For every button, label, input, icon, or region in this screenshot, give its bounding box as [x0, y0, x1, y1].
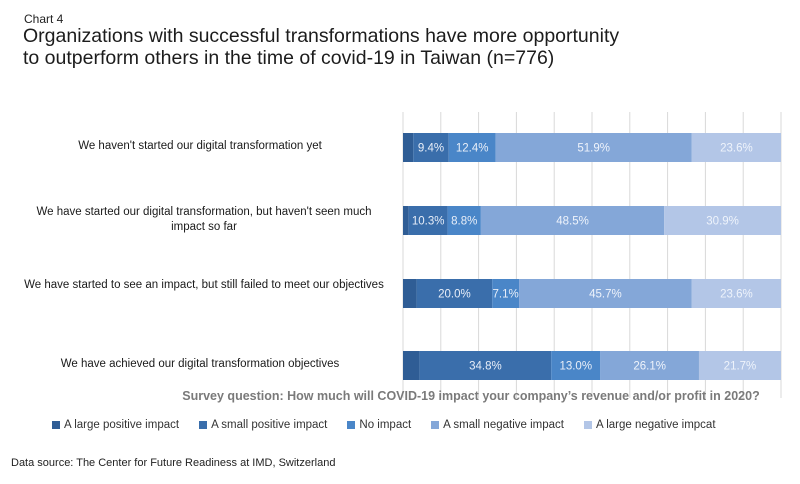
- data-label: 30.9%: [706, 216, 739, 228]
- chart-title-line-1: Organizations with successful transforma…: [23, 25, 620, 47]
- legend-item: A large negative impcat: [583, 419, 716, 431]
- bar-segment: [416, 279, 493, 308]
- bar-segment: [698, 351, 781, 380]
- data-label: 8.8%: [451, 216, 477, 228]
- category-label: We have achieved our digital transformat…: [60, 358, 340, 370]
- legend-label: A large positive impact: [64, 419, 180, 431]
- bar-segment: [403, 206, 409, 235]
- legend: A large positive impact A small positive …: [52, 419, 736, 431]
- data-label: 10.3%: [412, 216, 445, 228]
- data-label: 20.0%: [438, 289, 471, 301]
- bar-segment: [448, 133, 496, 162]
- data-label: 13.0%: [559, 361, 592, 373]
- category-label: We haven't started our digital transform…: [78, 140, 322, 152]
- bar-segment: [600, 351, 699, 380]
- data-label: 45.7%: [589, 289, 622, 301]
- bar-segment: [480, 206, 665, 235]
- legend-swatch: [52, 421, 60, 429]
- chart-title-line-2: to outperform others in the time of covi…: [23, 47, 555, 69]
- legend-label: A large negative impcat: [595, 419, 716, 431]
- bar-segment: [492, 279, 520, 308]
- bar-segment: [419, 351, 552, 380]
- data-label: 21.7%: [724, 361, 757, 373]
- data-source: Data source: The Center for Future Readi…: [11, 457, 336, 469]
- data-label: 34.8%: [469, 361, 502, 373]
- data-label: 23.6%: [720, 289, 753, 301]
- data-label: 48.5%: [556, 216, 589, 228]
- legend-label: A small positive impact: [211, 419, 328, 431]
- bar-segment: [664, 206, 781, 235]
- data-label: 12.4%: [456, 143, 489, 155]
- legend-label: A small negative impact: [443, 419, 564, 431]
- category-label: We have started to see an impact, but st…: [24, 278, 384, 291]
- legend-swatch: [347, 421, 356, 429]
- bar-segment: [551, 351, 601, 380]
- data-label: 9.4%: [418, 143, 444, 155]
- bar-segment: [408, 206, 448, 235]
- data-label: 26.1%: [633, 361, 666, 373]
- bar-segment: [403, 351, 420, 380]
- bar-segment: [519, 279, 692, 308]
- legend-item: A small positive impact: [199, 419, 327, 431]
- legend-item: No impact: [347, 419, 411, 431]
- bar-segment: [495, 133, 692, 162]
- bar-segment: [691, 133, 781, 162]
- legend-item: A large positive impact: [52, 419, 179, 431]
- bar-segment: [403, 133, 414, 162]
- legend-item: A small negative impact: [431, 419, 564, 431]
- data-label: 23.6%: [720, 143, 753, 155]
- data-label: 7.1%: [493, 289, 519, 301]
- chart-number: Chart 4: [24, 12, 64, 26]
- bar-segment: [447, 206, 481, 235]
- legend-label: No impact: [359, 419, 412, 431]
- legend-swatch: [199, 421, 208, 429]
- survey-question: Survey question: How much will COVID-19 …: [182, 389, 760, 403]
- data-label: 51.9%: [577, 143, 610, 155]
- category-label: We have started our digital transformati…: [36, 205, 372, 233]
- bar-segment: [413, 133, 449, 162]
- bars: 9.4% 12.4% 51.9% 23.6% 10.3% 8.8% 48.5% 30.9% 20…: [403, 133, 781, 380]
- chart-title: Organizations with successful transforma…: [23, 25, 783, 69]
- bar-segment: [403, 279, 417, 308]
- legend-swatch: [431, 421, 440, 429]
- legend-swatch: [583, 421, 592, 429]
- bar-segment: [691, 279, 781, 308]
